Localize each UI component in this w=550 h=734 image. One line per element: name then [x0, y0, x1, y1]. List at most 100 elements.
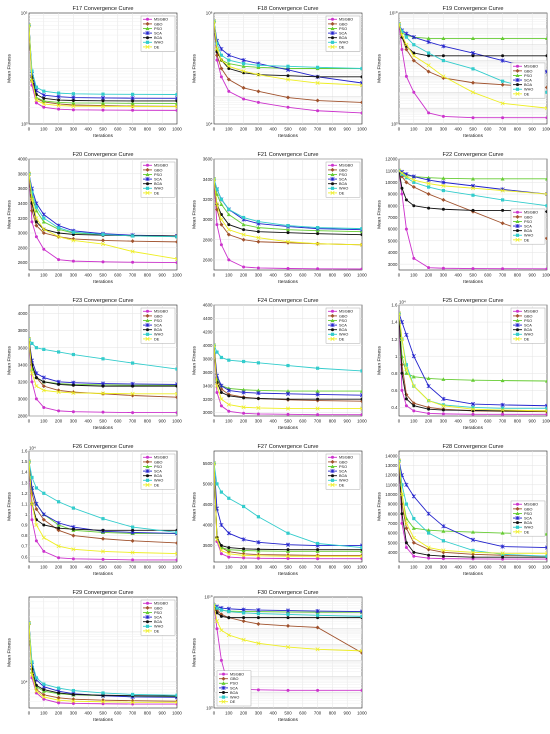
legend-marker — [145, 464, 150, 469]
data-point-de — [130, 550, 135, 555]
data-point-gbo — [101, 536, 105, 541]
x-tick-label: 100 — [225, 565, 233, 570]
convergence-chart: 0 100 200 300 400 500 600 700 800 900 1000 10⁴ 10⁸ F1… — [192, 6, 368, 139]
data-point-who — [256, 611, 260, 616]
legend-marker — [145, 40, 150, 44]
x-tick-label: 700 — [499, 565, 507, 570]
data-point-de — [100, 699, 106, 704]
data-point-msgbo — [71, 557, 75, 561]
data-point-de — [174, 551, 177, 556]
data-point-msgbo — [545, 267, 547, 270]
data-point-msgbo — [42, 697, 46, 701]
data-point-de — [100, 242, 106, 247]
y-axis-multiplier: 10⁴ — [29, 446, 36, 451]
data-point-msgbo — [71, 701, 75, 705]
data-point-who — [316, 613, 320, 617]
x-tick-label: 800 — [144, 711, 152, 716]
data-point-de — [226, 551, 231, 556]
data-point-de — [404, 366, 409, 372]
x-tick-label: 300 — [255, 565, 263, 570]
legend-label: WHO — [339, 479, 348, 483]
y-tick-label: 4000 — [203, 523, 213, 528]
x-tick-label: 400 — [85, 711, 93, 716]
data-point-boa — [471, 54, 475, 58]
data-point-msgbo — [30, 380, 34, 384]
x-tick-label: 200 — [55, 711, 63, 716]
data-point-de — [214, 343, 217, 348]
legend-label: BOA — [154, 328, 162, 332]
data-point-boa — [286, 74, 290, 78]
data-point-msgbo — [242, 411, 246, 415]
data-point-who — [101, 232, 105, 237]
legend-marker — [515, 68, 520, 73]
data-point-sca — [241, 607, 246, 612]
data-point-who — [175, 530, 177, 534]
x-tick-label: 1000 — [357, 127, 367, 132]
x-tick-label: 400 — [85, 419, 93, 424]
x-tick-label: 300 — [255, 419, 263, 424]
data-point-msgbo — [545, 116, 547, 120]
data-point-de — [359, 648, 362, 653]
y-tick-label: 1.6 — [391, 303, 398, 308]
legend-marker — [145, 167, 150, 172]
x-tick-label: 600 — [299, 273, 307, 278]
convergence-chart: 0 100 200 300 400 500 600 700 800 900 1000 3000 3200… — [192, 298, 368, 431]
data-point-gbo — [404, 180, 409, 185]
legend-label: WHO — [154, 333, 163, 337]
x-axis-label: Iterations — [278, 571, 298, 577]
x-tick-label: 1000 — [172, 711, 182, 716]
legend-marker — [221, 681, 226, 685]
y-tick-label: 3800 — [18, 328, 28, 333]
data-point-who — [57, 500, 61, 504]
data-point-msgbo — [256, 412, 260, 416]
legend-label: DE — [154, 483, 160, 487]
data-point-pso — [471, 36, 475, 41]
convergence-chart: 0 100 200 300 400 500 600 700 800 900 1000 10³ 10⁵ F1… — [7, 6, 183, 139]
legend-label: PSO — [524, 220, 532, 224]
data-point-gbo — [500, 221, 505, 226]
legend-label: BOA — [524, 83, 532, 87]
x-tick-label: 300 — [70, 273, 78, 278]
data-point-gbo — [426, 547, 431, 552]
data-point-sca — [315, 392, 320, 397]
y-tick-label: 4500 — [203, 502, 213, 507]
x-tick-label: 300 — [440, 419, 448, 424]
data-point-sca — [241, 537, 246, 542]
x-tick-label: 500 — [284, 273, 292, 278]
x-tick-label: 800 — [144, 273, 152, 278]
data-point-sca — [219, 383, 224, 388]
data-point-sca — [404, 332, 409, 337]
data-point-gbo — [411, 185, 416, 190]
data-point-pso — [41, 219, 46, 224]
legend-marker — [146, 309, 149, 313]
data-point-de — [441, 183, 446, 188]
data-point-who — [286, 363, 290, 368]
legend-label: SCA — [339, 470, 347, 474]
y-tick-label: 4000 — [18, 311, 28, 316]
data-point-msgbo — [360, 557, 362, 561]
x-axis-label: Iterations — [93, 133, 113, 139]
legend-label: MSGBO — [154, 18, 168, 22]
data-point-msgbo — [316, 557, 320, 561]
x-tick-label: 0 — [398, 127, 401, 132]
y-tick-label: 1.2 — [21, 491, 28, 496]
data-point-de — [29, 337, 32, 342]
data-point-pso — [471, 378, 475, 382]
data-point-de — [226, 64, 231, 69]
data-point-gbo — [219, 66, 224, 71]
legend-marker — [330, 482, 335, 487]
legend-label: BOA — [154, 182, 162, 186]
y-tick-label: 3600 — [203, 370, 213, 375]
data-point-sca — [41, 512, 46, 517]
legend-marker — [146, 36, 149, 40]
data-point-boa — [101, 99, 105, 103]
x-tick-label: 300 — [255, 273, 263, 278]
data-point-msgbo — [42, 105, 46, 109]
legend-marker — [516, 210, 519, 214]
x-tick-label: 300 — [70, 711, 78, 716]
x-tick-label: 100 — [410, 565, 418, 570]
data-point-boa — [441, 408, 445, 412]
data-point-msgbo — [256, 688, 260, 692]
data-point-de — [399, 168, 402, 173]
